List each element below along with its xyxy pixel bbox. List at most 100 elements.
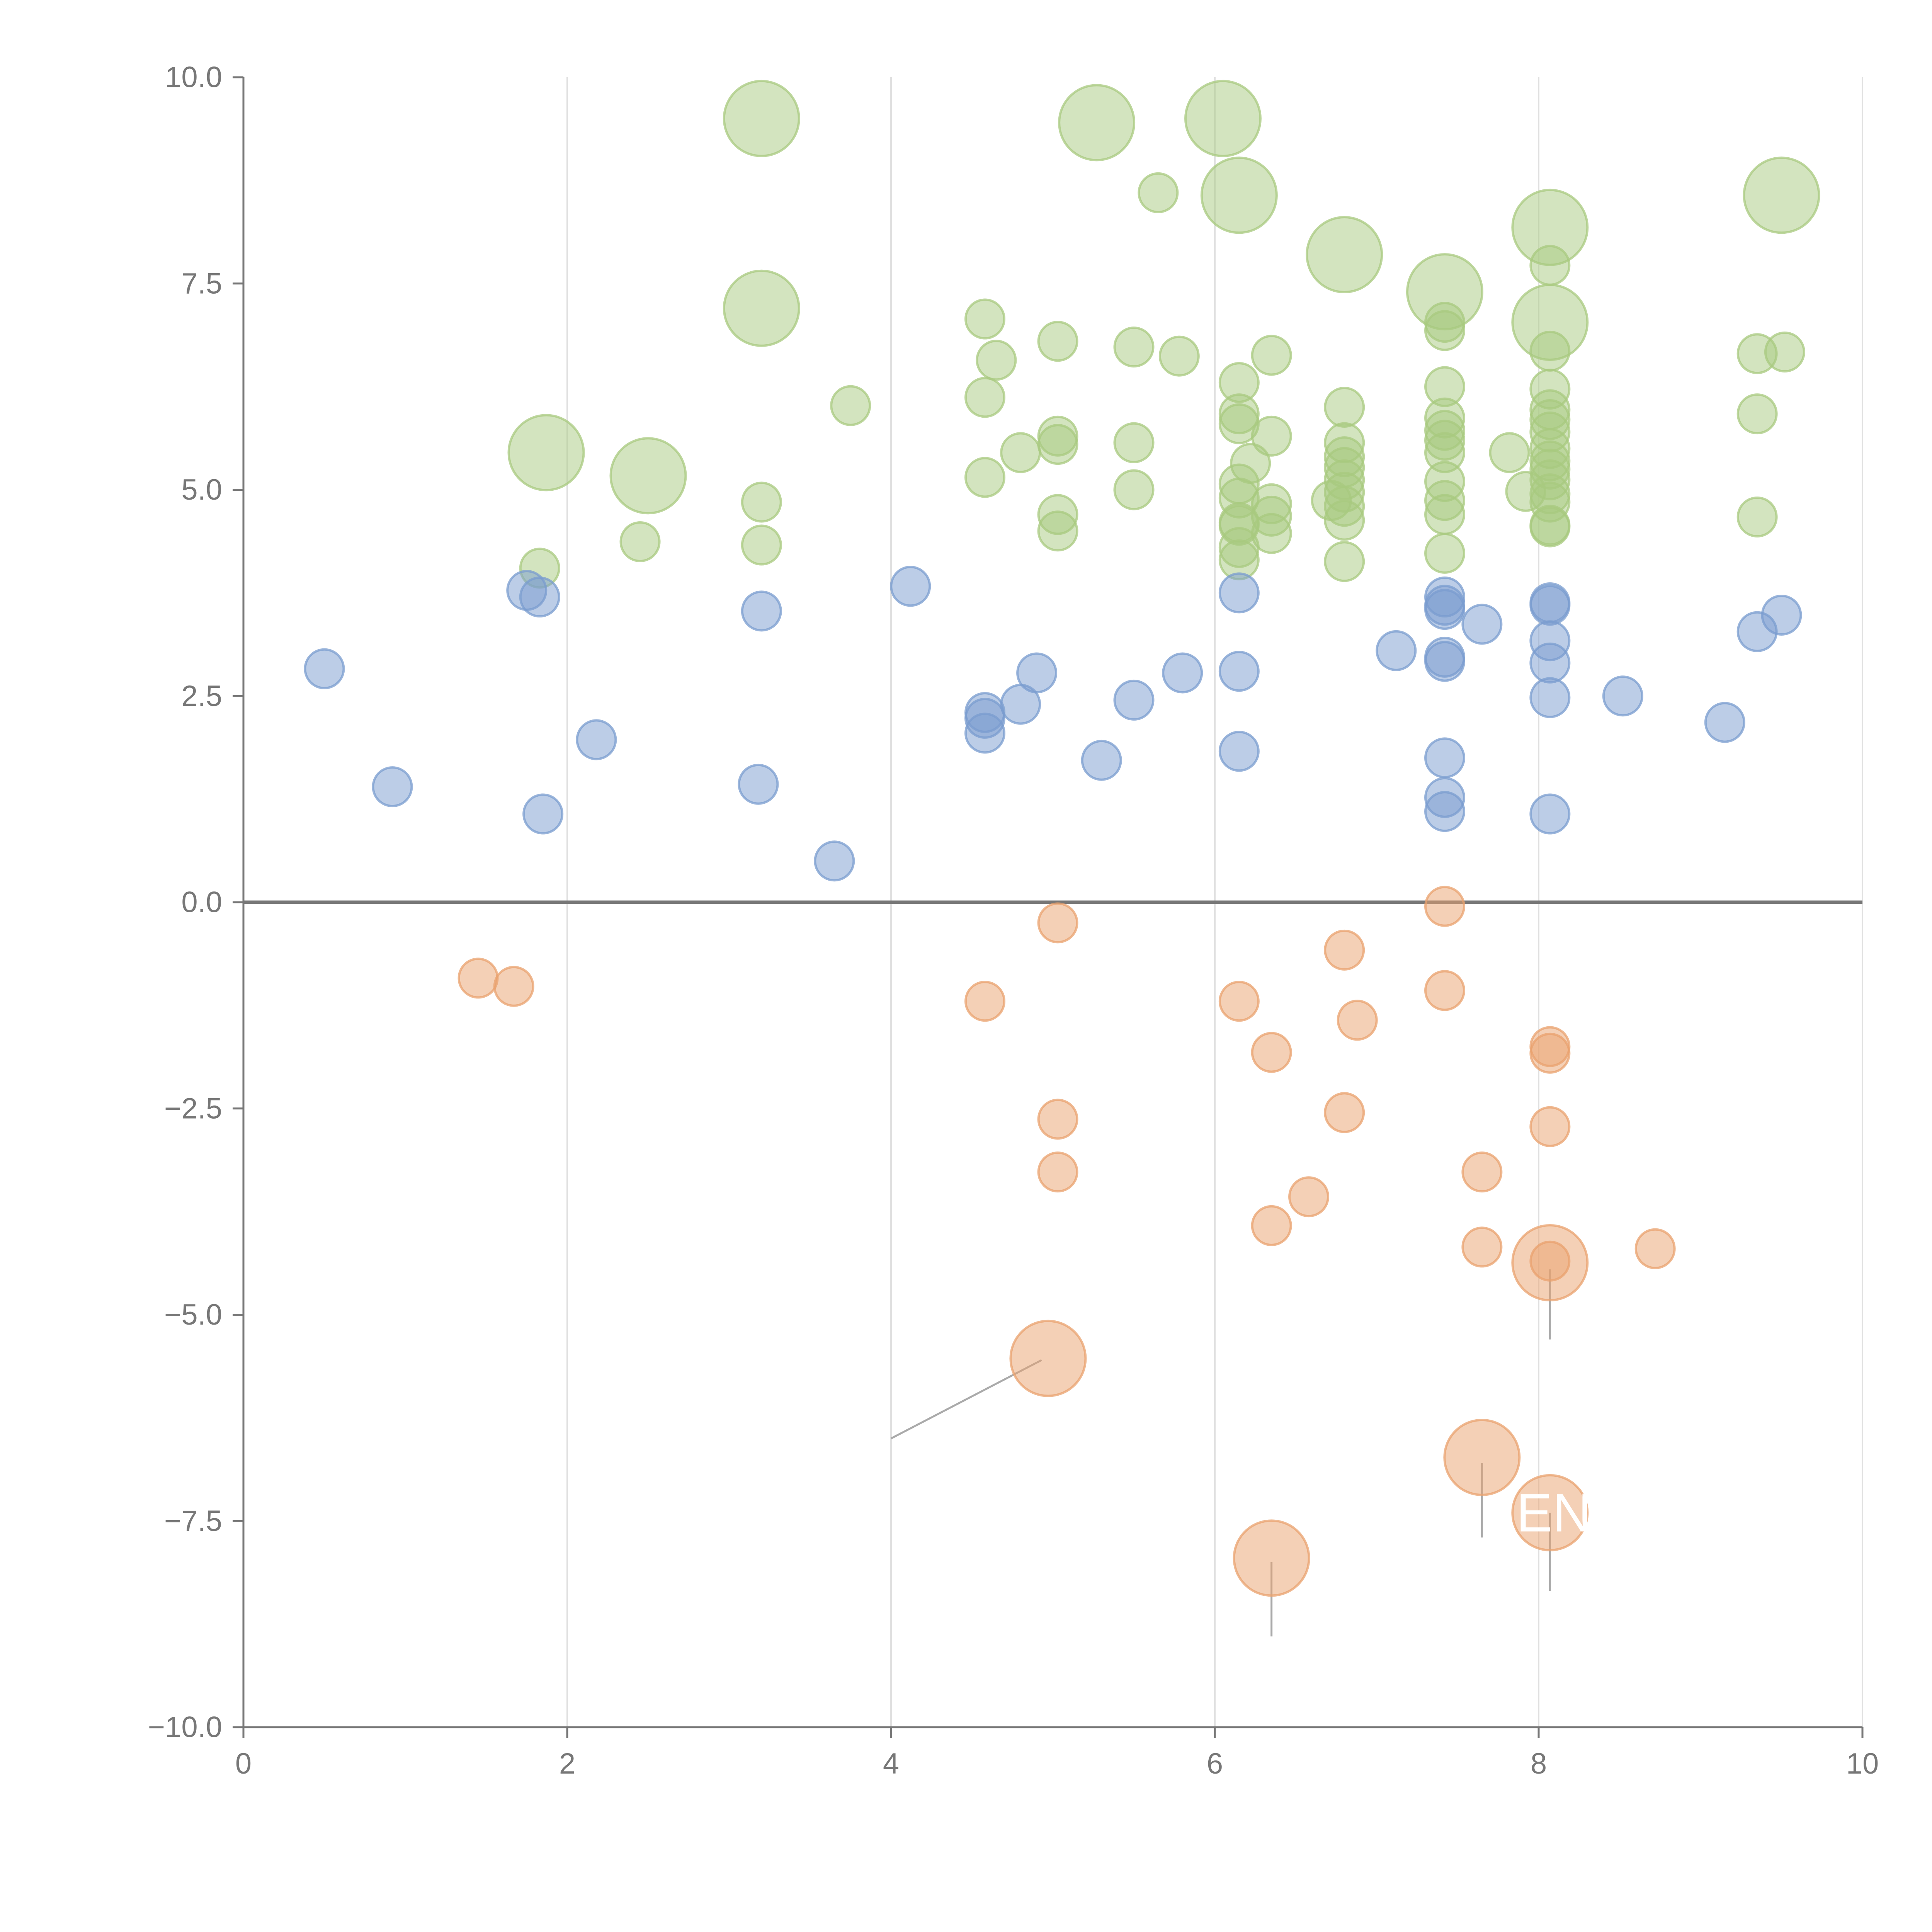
data-point (1218, 981, 1260, 1022)
data-point (1424, 886, 1465, 927)
data-point (1113, 469, 1155, 510)
data-point (1511, 1224, 1589, 1301)
data-point (1529, 245, 1571, 286)
data-point (304, 648, 345, 689)
data-point (1251, 415, 1292, 457)
data-point (1324, 929, 1365, 971)
data-point (1424, 970, 1465, 1011)
y-tick-label: 7.5 (181, 267, 222, 300)
data-point (964, 713, 1006, 754)
data-point (1529, 1032, 1571, 1074)
data-point (964, 377, 1006, 418)
data-point (830, 385, 871, 426)
data-point (1009, 1320, 1087, 1397)
data-point (723, 269, 800, 347)
data-point (741, 524, 782, 566)
x-tick-label: 10 (1846, 1747, 1879, 1780)
data-point (1424, 791, 1465, 832)
data-point (1529, 793, 1571, 835)
y-tick-label: 5.0 (181, 473, 222, 506)
data-point (1200, 156, 1278, 234)
data-point (1037, 1151, 1078, 1193)
data-point (522, 793, 564, 835)
data-point (964, 457, 1006, 498)
data-point (1376, 630, 1417, 671)
data-point (1736, 496, 1778, 537)
data-point (814, 840, 855, 882)
data-point (1529, 677, 1571, 718)
data-point (1288, 1176, 1330, 1218)
data-point (1489, 432, 1530, 473)
data-point (1461, 1226, 1503, 1268)
data-point (1529, 585, 1571, 626)
data-point (1764, 331, 1805, 372)
data-point (1306, 216, 1383, 294)
data-point (1218, 572, 1260, 614)
axes: 10.0 7.5 5.0 2.5 0.0 −2.5 −5.0 −7.5 −10.0 0 2 4 6 8 10 (148, 61, 1879, 1781)
data-point (1184, 80, 1262, 157)
x-tick-label: 6 (1207, 1747, 1223, 1780)
y-tick-label: −10.0 (148, 1711, 222, 1744)
data-point (609, 437, 687, 515)
data-point (1704, 702, 1745, 743)
data-point (1736, 393, 1778, 435)
y-tick-label: −2.5 (164, 1092, 222, 1125)
data-point (1037, 510, 1078, 552)
data-point (1602, 675, 1643, 717)
data-point (1424, 589, 1465, 630)
data-point (1529, 642, 1571, 684)
data-point (1529, 1106, 1571, 1147)
data-point (1324, 1092, 1365, 1133)
y-tick-label: 0.0 (181, 886, 222, 919)
callout-label: EN (1516, 1482, 1591, 1543)
data-point (1324, 541, 1365, 582)
data-point (1743, 156, 1820, 234)
data-point (1233, 1519, 1310, 1597)
data-point (1251, 335, 1292, 376)
data-point (741, 481, 782, 523)
data-point (1218, 651, 1260, 692)
data-point (1037, 424, 1078, 465)
data-point (493, 966, 534, 1007)
data-point (619, 521, 661, 563)
data-point (519, 577, 560, 618)
data-point (1000, 684, 1041, 725)
series-blue (304, 566, 1802, 882)
y-tick-label: −5.0 (164, 1298, 222, 1331)
x-tick-label: 0 (235, 1747, 252, 1780)
data-point (1218, 731, 1260, 772)
data-point (372, 766, 413, 808)
data-point (1158, 335, 1200, 377)
data-point (1037, 321, 1078, 362)
data-point (1081, 740, 1122, 781)
series-orange (457, 886, 1676, 1597)
data-point (1736, 611, 1778, 652)
data-point (1443, 1418, 1521, 1496)
data-point (1324, 500, 1365, 541)
data-point (976, 340, 1017, 381)
data-point (1529, 330, 1571, 372)
data-point (1037, 902, 1078, 944)
data-point (1634, 1228, 1676, 1269)
x-tick-label: 8 (1531, 1747, 1547, 1780)
data-point (1138, 172, 1179, 213)
data-point (1461, 1151, 1503, 1193)
data-point (723, 80, 800, 157)
data-point (1058, 84, 1136, 162)
y-tick-label: 2.5 (181, 680, 222, 713)
data-point (741, 590, 782, 632)
data-point (1529, 506, 1571, 548)
y-tick-label: 10.0 (165, 61, 222, 94)
data-point (1424, 641, 1465, 682)
data-point (1424, 532, 1465, 574)
data-point (1511, 1474, 1589, 1551)
data-point (890, 566, 931, 607)
data-point (1251, 1205, 1292, 1246)
x-tick-label: 2 (559, 1747, 575, 1780)
data-point (738, 764, 779, 805)
data-point (1337, 1000, 1378, 1041)
data-point (1424, 310, 1465, 351)
data-point (1113, 422, 1155, 463)
